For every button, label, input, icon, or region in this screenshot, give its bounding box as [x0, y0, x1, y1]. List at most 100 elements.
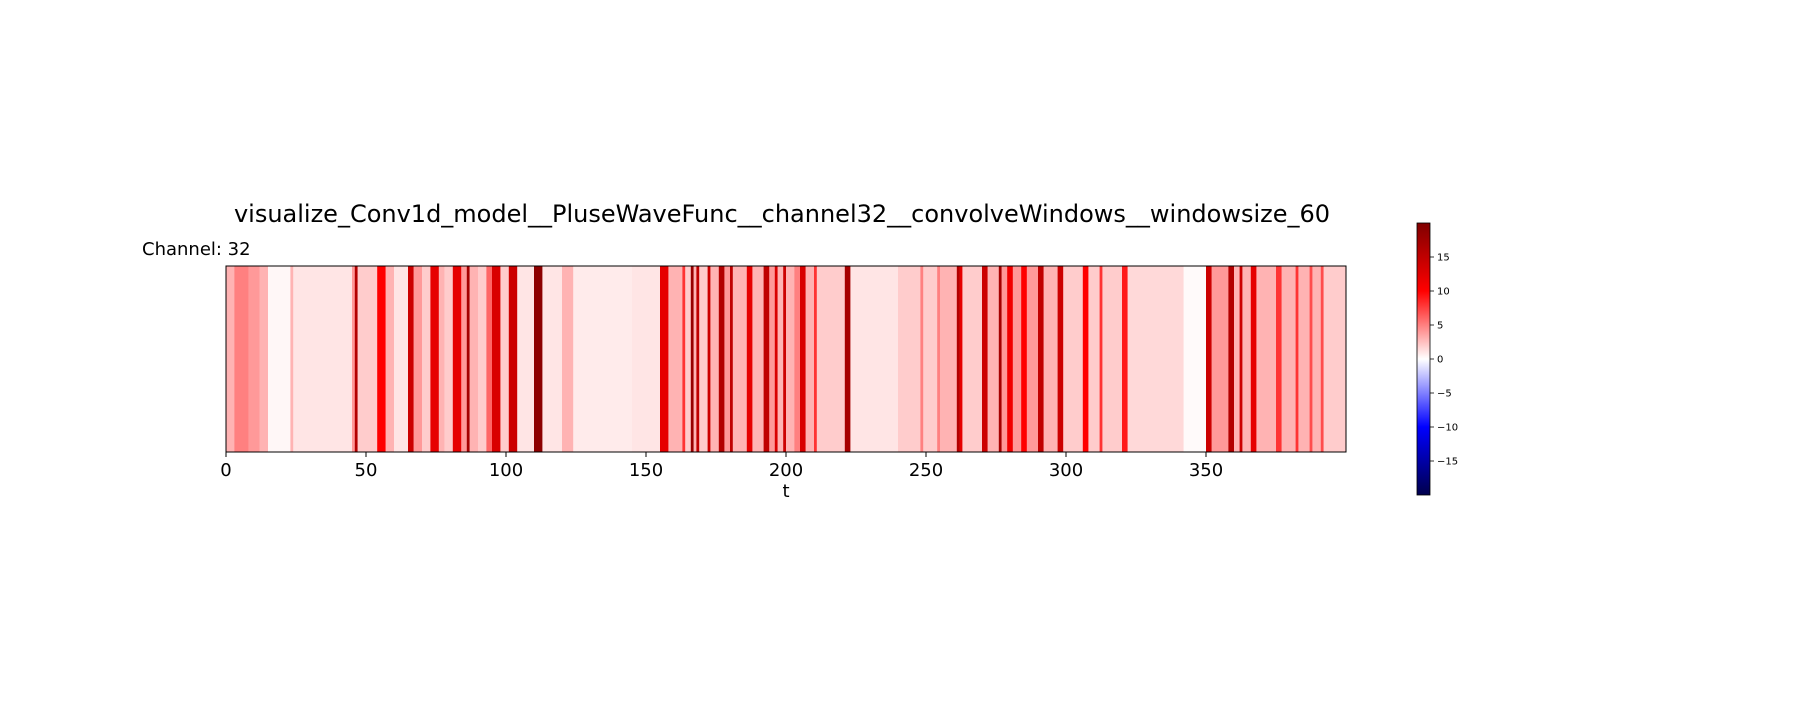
- x-tick-label: 50: [355, 460, 378, 481]
- heatmap-cell: [718, 266, 725, 452]
- heatmap-cells: [226, 266, 1346, 452]
- heatmap-cell: [1021, 266, 1028, 452]
- x-tick-label: 0: [220, 460, 231, 481]
- heatmap-cell: [632, 266, 661, 452]
- heatmap-cell: [352, 266, 356, 452]
- heatmap-cell: [534, 266, 543, 452]
- heatmap-cell: [466, 266, 470, 452]
- heatmap-cell: [959, 266, 963, 452]
- heatmap-cell: [1250, 266, 1257, 452]
- chart-subtitle: Channel: 32: [142, 239, 251, 260]
- heatmap-cell: [898, 266, 921, 452]
- x-tick-label: 100: [489, 460, 523, 481]
- heatmap-cell: [746, 266, 753, 452]
- heatmap-cell: [690, 266, 694, 452]
- colorbar-tick-label: 5: [1437, 321, 1443, 332]
- heatmap-cell: [542, 266, 563, 452]
- heatmap-cell: [354, 266, 358, 452]
- heatmap-cell: [226, 266, 235, 452]
- heatmap-cell: [293, 266, 353, 452]
- heatmap-cell: [1320, 266, 1324, 452]
- colorbar-tick-label: −10: [1437, 423, 1458, 434]
- heatmap-cell: [290, 266, 294, 452]
- chart-title: visualize_Conv1d_model__PluseWaveFunc__c…: [234, 200, 1330, 228]
- heatmap-cell: [783, 266, 787, 452]
- heatmap-cell: [998, 266, 1002, 452]
- heatmap-cell: [794, 266, 801, 452]
- heatmap-cell: [769, 266, 776, 452]
- heatmap-cell: [1295, 266, 1299, 452]
- colorbar-ticks: 15 10 5 0 −5 −10 −15: [1430, 253, 1458, 468]
- heatmap-cell: [438, 266, 445, 452]
- heatmap-cell: [1234, 266, 1240, 452]
- colorbar: [1416, 222, 1431, 496]
- heatmap-cell: [724, 266, 731, 452]
- x-axis-label: t: [782, 481, 789, 502]
- heatmap-cell: [732, 266, 748, 452]
- heatmap-cell: [394, 266, 409, 452]
- heatmap-cell: [242, 266, 249, 452]
- heatmap-cell: [816, 266, 846, 452]
- heatmap-cell: [259, 266, 269, 452]
- heatmap-cell: [844, 266, 851, 452]
- heatmap-cell: [1211, 266, 1229, 452]
- x-axis: 0 50 100 150 200 250 300 350: [220, 452, 1223, 481]
- heatmap-cell: [461, 266, 468, 452]
- heatmap-cell: [752, 266, 764, 452]
- heatmap-cell: [1256, 266, 1277, 452]
- heatmap-cell: [430, 266, 440, 452]
- heatmap-cell: [987, 266, 1000, 452]
- heatmap-cell: [377, 266, 386, 452]
- heatmap-cell: [1026, 266, 1039, 452]
- heatmap-cell: [710, 266, 720, 452]
- heatmap-cell: [1122, 266, 1128, 452]
- heatmap-cell: [850, 266, 899, 452]
- colorbar-tick-label: 0: [1437, 355, 1443, 366]
- heatmap-cell: [1312, 266, 1322, 452]
- heatmap-cell: [1281, 266, 1296, 452]
- heatmap-cell: [357, 266, 378, 452]
- heatmap-cell: [962, 266, 983, 452]
- heatmap-cell: [422, 266, 431, 452]
- heatmap-cell: [1043, 266, 1058, 452]
- colorbar-tick-label: −15: [1437, 457, 1458, 468]
- heatmap-cell: [1323, 266, 1346, 452]
- heatmap-cell: [478, 266, 487, 452]
- heatmap-cell: [956, 266, 960, 452]
- heatmap-cell: [786, 266, 795, 452]
- heatmap-cell: [1063, 266, 1084, 452]
- heatmap-cell: [800, 266, 806, 452]
- heatmap-cell: [469, 266, 479, 452]
- heatmap-cell: [707, 266, 711, 452]
- heatmap-cell: [444, 266, 454, 452]
- heatmap-cell: [730, 266, 734, 452]
- heatmap-cell: [923, 266, 938, 452]
- heatmap-cell: [699, 266, 708, 452]
- heatmap-cell: [763, 266, 770, 452]
- heatmap-cell: [234, 266, 244, 452]
- heatmap-cell: [774, 266, 778, 452]
- heatmap-cell: [1088, 266, 1100, 452]
- heatmap-cell: [452, 266, 462, 452]
- heatmap-cell: [1242, 266, 1252, 452]
- heatmap-cell: [682, 266, 686, 452]
- heatmap-cell: [268, 266, 291, 452]
- heatmap-cell: [1082, 266, 1089, 452]
- heatmap-cell: [660, 266, 669, 452]
- x-tick-label: 250: [909, 460, 943, 481]
- heatmap-cell: [1127, 266, 1184, 452]
- heatmap-cell: [1206, 266, 1212, 452]
- heatmap-cell: [1309, 266, 1313, 452]
- heatmap-cell: [408, 266, 414, 452]
- heatmap-cell: [1228, 266, 1235, 452]
- heatmap-cell: [248, 266, 260, 452]
- heatmap-cell: [1276, 266, 1282, 452]
- heatmap-cell: [517, 266, 535, 452]
- heatmap-cell: [940, 266, 958, 452]
- heatmap-cell: [1038, 266, 1044, 452]
- heatmap-cell: [814, 266, 818, 452]
- colorbar-tick-label: 15: [1437, 253, 1450, 264]
- heatmap-cell: [508, 266, 518, 452]
- heatmap-cell: [982, 266, 988, 452]
